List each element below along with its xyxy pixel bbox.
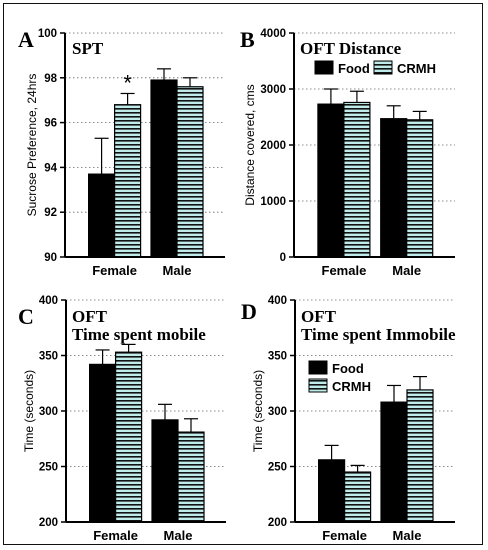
y-tick-label: 100 — [38, 28, 57, 40]
y-tick-label: 250 — [39, 462, 58, 474]
y-tick-label: 94 — [44, 162, 57, 174]
y-tick-label: 300 — [268, 406, 287, 418]
legend-swatch-food — [308, 360, 328, 375]
bar-crmh-male — [176, 86, 204, 258]
bar-food-female — [88, 363, 117, 523]
y-tick-label: 96 — [44, 118, 57, 130]
y-axis-label: Time (seconds) — [251, 370, 265, 452]
legend-swatch-crmh — [373, 60, 393, 75]
legend-label-food: Food — [332, 361, 364, 376]
y-tick-label: 350 — [39, 351, 58, 363]
y-tick-label: 300 — [39, 406, 58, 418]
y-tick-label: 400 — [39, 295, 58, 307]
y-tick-label: 200 — [268, 517, 287, 529]
y-tick-label: 350 — [268, 351, 287, 363]
y-axis-label: Time (seconds) — [22, 370, 36, 452]
x-category-label-male: Male — [393, 528, 422, 543]
panel-letter-b: B — [240, 27, 255, 52]
significance-star: * — [123, 70, 132, 95]
y-tick-label: 90 — [44, 252, 57, 264]
x-category-label-female: Female — [92, 263, 137, 278]
x-category-label-female: Female — [322, 528, 367, 543]
legend-label-food: Food — [338, 61, 370, 76]
bar-crmh-male — [177, 431, 205, 523]
x-category-label-female: Female — [322, 263, 367, 278]
legend-label-crmh: CRMH — [397, 61, 436, 76]
bar-food-female — [317, 103, 345, 258]
bar-crmh-female — [114, 351, 143, 523]
bar-food-male — [380, 401, 408, 523]
bar-crmh-male — [406, 389, 434, 523]
legend-label-crmh: CRMH — [332, 379, 371, 394]
y-tick-label: 400 — [268, 295, 287, 307]
x-category-label-female: Female — [93, 528, 138, 543]
chart-subtitle: Time spent mobile — [72, 325, 206, 344]
bar-crmh-female — [343, 101, 371, 258]
chart-title: OFT — [301, 307, 337, 326]
chart-subtitle: Time spent Immobile — [301, 325, 456, 344]
bar-food-female — [318, 459, 346, 523]
chart-title: SPT — [72, 39, 104, 58]
y-tick-label: 92 — [44, 207, 57, 219]
y-axis-label: Sucrose Preference, 24hrs — [25, 74, 39, 217]
x-category-label-male: Male — [163, 263, 192, 278]
y-tick-label: 98 — [44, 73, 57, 85]
legend-swatch-food — [314, 60, 334, 75]
legend-swatch-crmh — [308, 378, 328, 393]
bar-food-male — [151, 419, 179, 523]
panel-letter-d: D — [241, 299, 257, 324]
y-tick-label: 200 — [39, 517, 58, 529]
bar-crmh-female — [344, 471, 372, 523]
y-tick-label: 0 — [280, 252, 286, 264]
y-tick-label: 2000 — [260, 140, 286, 152]
x-category-label-male: Male — [392, 263, 421, 278]
y-axis-label: Distance covered, cms — [243, 84, 257, 205]
bar-crmh-female — [113, 104, 142, 258]
y-tick-label: 4000 — [260, 28, 286, 40]
chart-title: OFT Distance — [300, 39, 402, 58]
y-tick-label: 1000 — [260, 196, 286, 208]
bar-food-female — [87, 173, 116, 258]
panel-letter-c: C — [18, 304, 34, 329]
x-category-label-male: Male — [164, 528, 193, 543]
panel-letter-a: A — [18, 27, 34, 52]
y-tick-label: 250 — [268, 462, 287, 474]
y-tick-label: 3000 — [260, 84, 286, 96]
bar-food-male — [380, 118, 408, 258]
bar-crmh-male — [406, 119, 434, 258]
chart-title: OFT — [72, 307, 108, 326]
bar-food-male — [150, 79, 178, 258]
